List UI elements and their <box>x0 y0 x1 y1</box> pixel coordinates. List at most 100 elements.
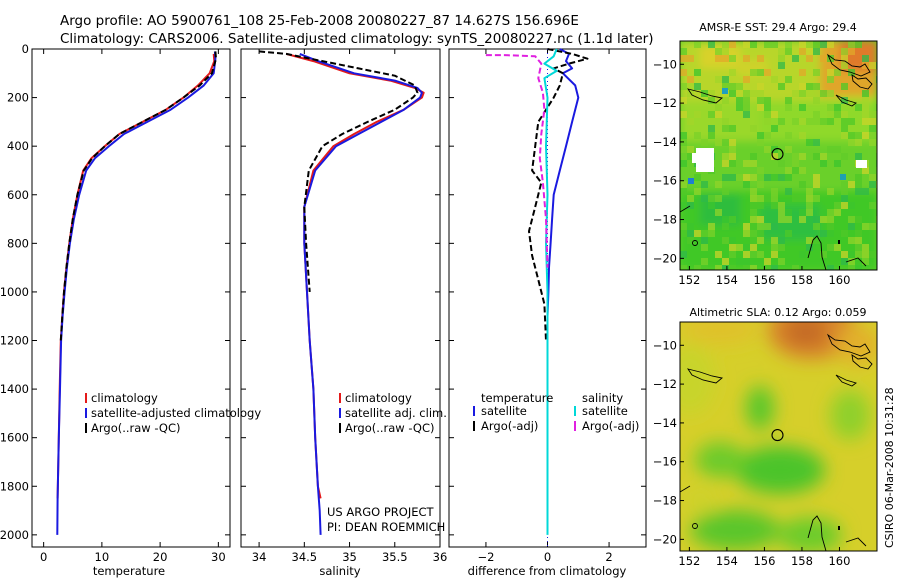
x-tick-label: 34.5 <box>292 550 318 564</box>
x-tick-label: 35 <box>342 550 357 564</box>
temperature-xlabel: temperature <box>93 564 165 578</box>
difference-legend: temperature satellite Argo(-adj) salinit… <box>473 391 639 433</box>
map-x-tick-label: 154 <box>716 554 738 568</box>
x-tick-label: 0 <box>40 550 47 564</box>
series-line-temperature-satellite <box>546 48 580 317</box>
sst-pixel-noise <box>680 41 877 270</box>
credit-pi: PI: DEAN ROEMMICH <box>327 520 445 534</box>
y-tick-label: 800 <box>7 236 29 250</box>
x-tick-label: 35.5 <box>382 550 408 564</box>
map-x-tick-label: 160 <box>828 554 850 568</box>
sla-map-frame <box>679 321 878 552</box>
timestamp-stamp: CSIRO 06-Mar-2008 10:31:28 <box>883 387 896 548</box>
map-x-tick-label: 156 <box>753 273 775 287</box>
x-tick-label: 10 <box>95 550 110 564</box>
salinity-ticks: 34 34.5 35 35.5 36 <box>241 48 448 564</box>
sst-map-field <box>680 41 877 270</box>
difference-profile-chart: −2 0 2 temperature satellite Argo(-adj) sa… <box>448 48 647 578</box>
y-tick-label: 600 <box>7 188 29 202</box>
x-tick-label: 36 <box>433 550 448 564</box>
series-line-salinity-argo-adj <box>485 54 549 268</box>
salinity-series <box>259 50 425 535</box>
map-y-tick-label: −14 <box>653 135 677 149</box>
map-y-tick-label: −16 <box>653 455 677 469</box>
map-x-tick-label: 156 <box>753 554 775 568</box>
sla-map: Altimetric SLA: 0.12 Argo: 0.059 <box>653 306 878 568</box>
temperature-series <box>56 51 217 535</box>
map-x-tick-label: 152 <box>678 273 700 287</box>
salinity-xlabel: salinity <box>319 564 360 578</box>
y-tick-label: 1400 <box>0 382 29 396</box>
map-x-tick-label: 154 <box>716 273 738 287</box>
temperature-legend: climatology satellite-adjusted climatolo… <box>85 391 261 435</box>
series-line-temperature-argo-adj <box>528 48 589 341</box>
map-y-tick-label: −20 <box>653 251 677 265</box>
sla-coastline <box>826 333 871 357</box>
map-y-tick-label: −16 <box>653 174 677 188</box>
map-y-tick-label: −18 <box>653 494 677 508</box>
map-y-tick-label: −10 <box>653 338 677 352</box>
y-tick-label: 2000 <box>0 528 29 542</box>
sst-map-title: AMSR-E SST: 29.4 Argo: 29.4 <box>699 21 857 34</box>
x-tick-label: 20 <box>153 550 168 564</box>
map-x-tick-label: 158 <box>791 273 813 287</box>
figure-subtitle: Climatology: CARS2006. Satellite-adjuste… <box>60 31 653 47</box>
figure-title: Argo profile: AO 5900761_108 25-Feb-2008… <box>60 13 579 29</box>
legend-label-sal-satellite: satellite <box>582 404 628 418</box>
map-y-tick-label: −18 <box>653 213 677 227</box>
y-tick-label: 1200 <box>0 334 29 348</box>
legend-group-temperature: temperature <box>481 391 553 405</box>
map-x-tick-label: 158 <box>791 554 813 568</box>
sst-map-ticks: 152 154 156 158 160 −10 −12 −14 −16 −18 −20 <box>653 57 851 287</box>
map-y-tick-label: −12 <box>653 377 677 391</box>
map-y-tick-label: −20 <box>653 532 677 546</box>
series-line-argo-raw-qc <box>259 50 419 292</box>
map-y-tick-label: −12 <box>653 96 677 110</box>
legend-label-satellite: satellite-adjusted climatology <box>91 406 261 420</box>
sla-map-ticks: 152 154 156 158 160 −10 −12 −14 −16 −18 −20 <box>653 338 851 568</box>
map-x-tick-label: 152 <box>678 554 700 568</box>
argo-location-marker <box>771 148 784 161</box>
x-tick-label: 34 <box>252 550 267 564</box>
difference-series <box>485 48 589 547</box>
sla-map-title: Altimetric SLA: 0.12 Argo: 0.059 <box>689 306 866 319</box>
map-y-tick-label: −14 <box>653 416 677 430</box>
temperature-ticks: 0 10 20 30 0 200 400 600 800 1000 1200 1400 1600 1800… <box>0 42 230 564</box>
legend-label-satellite: satellite adj. clim. <box>345 406 447 420</box>
x-tick-label: −2 <box>477 550 494 564</box>
y-tick-label: 0 <box>22 42 29 56</box>
y-tick-label: 1600 <box>0 431 29 445</box>
series-line-argo-raw-qc <box>59 51 217 341</box>
y-tick-label: 200 <box>7 91 29 105</box>
legend-label-temp-satellite: satellite <box>481 404 527 418</box>
map-y-tick-label: −10 <box>653 57 677 71</box>
difference-ticks: −2 0 2 <box>449 48 646 564</box>
legend-label-argo: Argo(..raw -QC) <box>345 421 435 435</box>
sst-map-frame <box>679 40 878 271</box>
legend-label-temp-argo: Argo(-adj) <box>481 419 538 433</box>
credit-project: US ARGO PROJECT <box>327 505 435 519</box>
legend-label-climatology: climatology <box>91 391 158 405</box>
legend-label-climatology: climatology <box>345 391 412 405</box>
temperature-profile-chart: 0 10 20 30 0 200 400 600 800 1000 1200 1400 1600 1800… <box>0 42 261 578</box>
sst-coastline <box>826 53 871 77</box>
legend-label-argo: Argo(..raw -QC) <box>91 421 181 435</box>
series-line-satellite-adjusted-climatology <box>56 51 217 535</box>
sst-map: AMSR-E SST: 29.4 Argo: 29.4 <box>653 21 878 287</box>
legend-label-sal-argo: Argo(-adj) <box>582 419 639 433</box>
sla-map-field <box>680 322 877 551</box>
temperature-axes-frame <box>31 48 231 548</box>
x-tick-label: 0 <box>544 550 551 564</box>
series-line-satellite-adj-clim <box>299 52 423 535</box>
salinity-legend: climatology satellite adj. clim. Argo(..… <box>339 391 447 435</box>
y-tick-label: 400 <box>7 139 29 153</box>
legend-group-salinity: salinity <box>582 391 623 405</box>
difference-xlabel: difference from climatology <box>468 564 627 578</box>
x-tick-label: 30 <box>211 550 226 564</box>
map-x-tick-label: 160 <box>828 273 850 287</box>
x-tick-label: 2 <box>605 550 612 564</box>
y-tick-label: 1000 <box>0 285 29 299</box>
series-line-salinity-satellite <box>543 48 558 535</box>
salinity-profile-chart: 34 34.5 35 35.5 36 climatology satellite adj… <box>240 48 448 578</box>
